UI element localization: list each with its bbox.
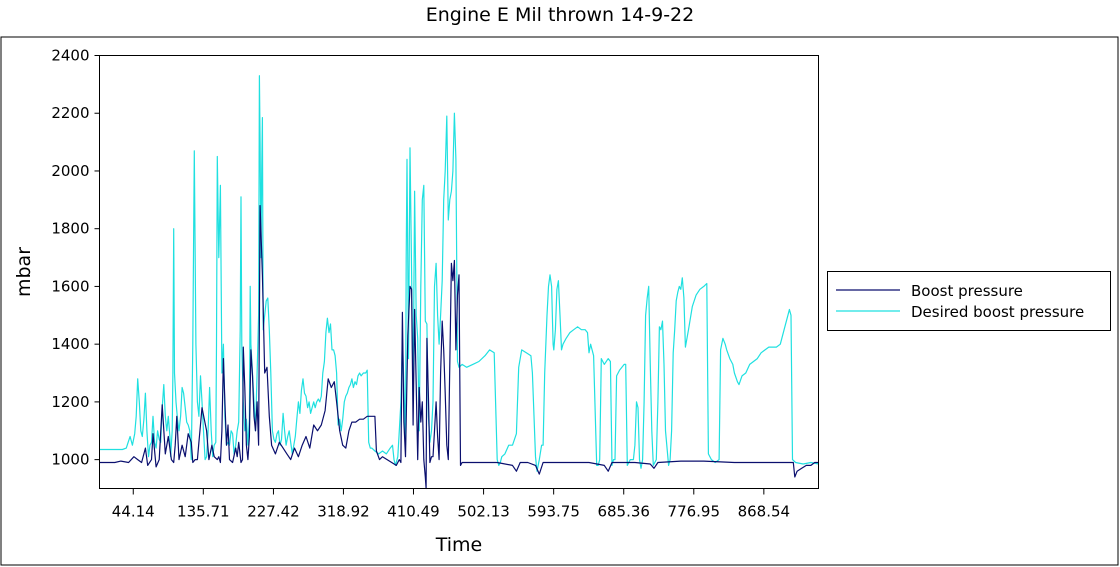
y-tick-label: 1600 — [51, 277, 89, 295]
series-line-desired-boost-pressure — [99, 75, 819, 472]
y-tick-label: 2400 — [51, 47, 89, 65]
x-tick-label: 776.95 — [668, 503, 721, 521]
plot-area-border — [99, 55, 819, 489]
y-tick-label: 2000 — [51, 162, 89, 180]
x-tick-label: 502.13 — [457, 503, 510, 521]
x-axis-label: Time — [435, 534, 483, 556]
x-tick-label: 318.92 — [317, 503, 370, 521]
x-tick-label: 410.49 — [387, 503, 440, 521]
y-tick-label: 1200 — [51, 393, 89, 411]
x-tick-label: 44.14 — [112, 503, 155, 521]
y-axis-label: mbar — [13, 247, 35, 297]
x-tick-label: 868.54 — [738, 503, 791, 521]
y-tick-label: 1000 — [51, 451, 89, 469]
series-line-boost-pressure — [99, 205, 819, 490]
y-tick-label: 1800 — [51, 220, 89, 238]
legend-label-desired-boost-pressure: Desired boost pressure — [911, 303, 1084, 321]
x-tick-label: 227.42 — [247, 503, 300, 521]
legend-box — [827, 271, 1111, 331]
chart-title: Engine E Mil thrown 14-9-22 — [426, 4, 694, 26]
x-tick-label: 135.71 — [177, 503, 230, 521]
y-tick-label: 2200 — [51, 104, 89, 122]
series-layer — [99, 75, 819, 490]
x-axis: 44.14 135.71 227.42 318.92 410.49 502.13 593.7… — [112, 488, 791, 521]
y-tick-label: 1400 — [51, 335, 89, 353]
figure-frame — [0, 36, 1119, 566]
x-tick-label: 593.75 — [527, 503, 580, 521]
legend: Boost pressure Desired boost pressure — [827, 271, 1111, 331]
x-tick-label: 685.36 — [597, 503, 650, 521]
y-axis: 1000 1200 1400 1600 1800 2000 2200 2400 — [51, 47, 100, 469]
legend-label-boost-pressure: Boost pressure — [911, 282, 1023, 300]
